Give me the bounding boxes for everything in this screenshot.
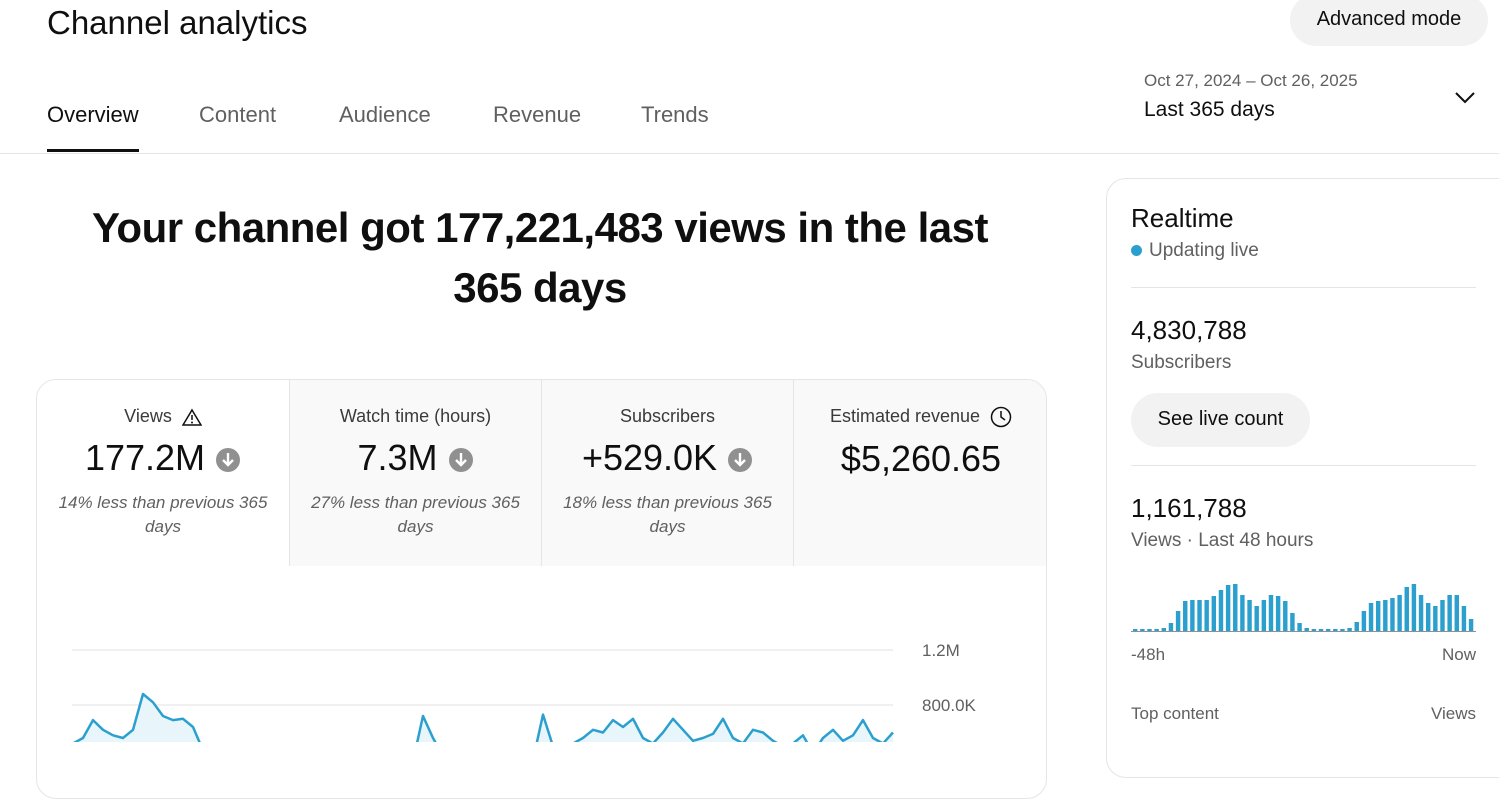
realtime-status: Updating live — [1149, 240, 1259, 261]
divider — [1131, 465, 1476, 466]
top-content-metric: Views — [1430, 704, 1476, 723]
metric-value: 177.2M — [84, 437, 206, 478]
chevron-icon — [1455, 92, 1475, 104]
date-range-dates: Oct 27, 2024 – Oct 26, 2025 — [1144, 71, 1358, 90]
metric-label: Subscribers — [619, 406, 716, 426]
down-icon — [216, 448, 241, 473]
realtime-card — [1106, 178, 1499, 778]
button-label: See live count — [1157, 408, 1284, 430]
tab[interactable]: Content — [199, 102, 277, 127]
x-start-label: -48h — [1131, 645, 1166, 664]
top-content-label: Top content — [1131, 704, 1219, 723]
clock-icon — [990, 407, 1012, 428]
metric-value: +529.0K — [581, 437, 718, 478]
tab[interactable]: Audience — [339, 102, 431, 127]
live-dot — [1131, 245, 1142, 256]
metric-tab[interactable]: Watch time (hours) 7.3M 27% less than pr… — [289, 380, 541, 566]
realtime-title: Realtime — [1131, 203, 1234, 233]
divider — [1131, 287, 1476, 288]
date-range-picker[interactable]: Oct 27, 2024 – Oct 26, 2025 Last 365 day… — [1130, 64, 1490, 130]
date-range-label: Last 365 days — [1144, 98, 1275, 121]
warning-icon — [181, 408, 202, 426]
views-label: Views · Last 48 hours — [1131, 530, 1314, 551]
tab-indicator — [47, 149, 139, 152]
subscriber-count: 4,830,788 — [1131, 315, 1247, 345]
metric-label: Estimated revenue — [829, 406, 981, 426]
page-title: Channel analytics — [47, 4, 308, 41]
headline: Your channel got 177,221,483 views in th… — [92, 204, 988, 311]
metric-value: $5,260.65 — [840, 438, 1002, 480]
down-icon — [448, 448, 473, 473]
metric-change: 27% less than previous 365 days — [311, 493, 520, 536]
metrics-card: Views 177.2M 14% less than previous 365 … — [36, 379, 1047, 799]
subscriber-label: Subscribers — [1131, 352, 1232, 373]
metric-value: 7.3M — [357, 437, 438, 478]
see-live-count-button[interactable]: See live count — [1131, 393, 1310, 447]
metric-tab[interactable]: Views 177.2M 14% less than previous 365 … — [37, 380, 289, 566]
down-icon — [728, 448, 753, 473]
tab[interactable]: Overview — [47, 102, 139, 127]
tab[interactable]: Revenue — [493, 102, 582, 127]
metric-label: Views — [124, 406, 172, 426]
metric-label: Watch time (hours) — [339, 406, 492, 426]
metric-tab[interactable]: Subscribers +529.0K 18% less than previo… — [541, 380, 793, 566]
metric-change: 18% less than previous 365 days — [563, 493, 772, 536]
metric-change: 14% less than previous 365 days — [58, 493, 268, 536]
divider — [0, 153, 1499, 154]
advanced-mode-button[interactable]: Advanced mode — [1290, 0, 1488, 46]
advanced-mode-label: Advanced mode — [1316, 8, 1462, 30]
tab[interactable]: Trends — [641, 102, 709, 127]
metric-tab[interactable]: Estimated revenue $5,260.65 — [793, 380, 1046, 566]
x-end-label: Now — [1441, 645, 1476, 664]
views-count: 1,161,788 — [1131, 493, 1247, 523]
